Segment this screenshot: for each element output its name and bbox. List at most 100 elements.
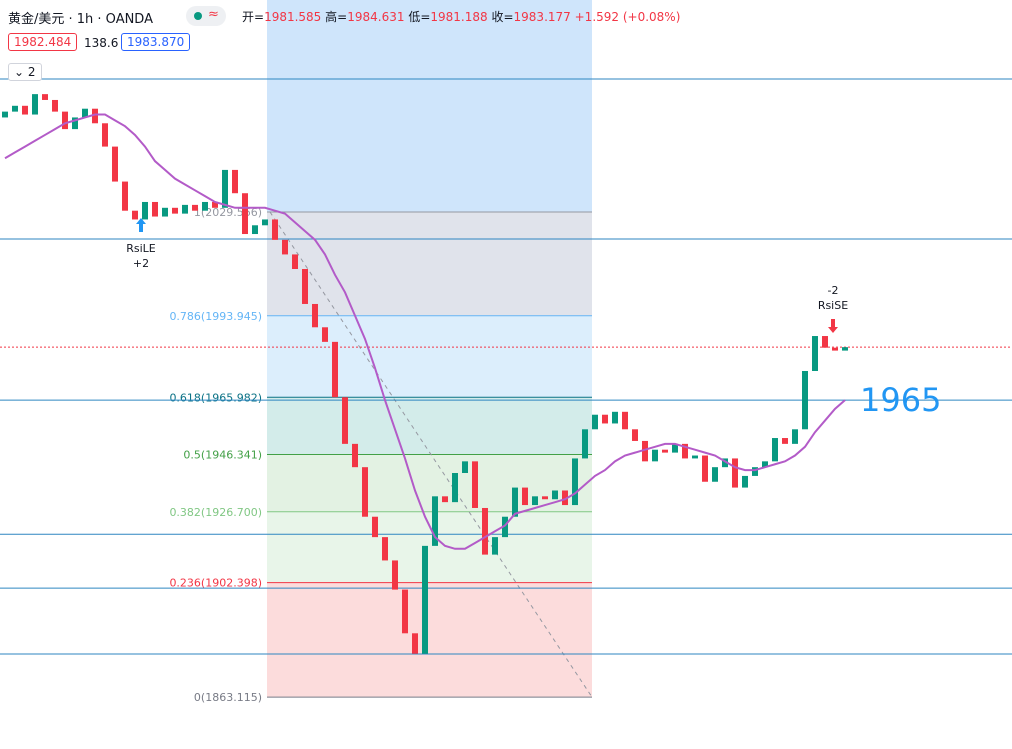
candle [342, 397, 348, 444]
annotation: -2 [828, 284, 839, 297]
spread: 138.6 [84, 36, 119, 50]
ohlc: 开=1981.585 高=1984.631 低=1981.188 收=1983.… [242, 8, 680, 25]
annotation: RsiSE [818, 299, 848, 312]
candle [352, 443, 358, 468]
candle [92, 108, 98, 124]
candle [782, 438, 788, 444]
candle [602, 414, 608, 424]
candle [82, 108, 88, 118]
ma-line [4, 113, 846, 550]
candle [442, 496, 448, 503]
candle [302, 268, 308, 304]
fib-zone [267, 0, 592, 212]
candle [232, 169, 238, 194]
fib-label: 0.786(1993.945) [169, 310, 262, 323]
candle [532, 496, 538, 506]
candle [262, 219, 268, 226]
candle [502, 516, 508, 538]
candle [2, 111, 8, 118]
candle [372, 516, 378, 538]
bid-box[interactable]: 1982.484 [8, 33, 78, 51]
candle [282, 239, 288, 255]
candle [242, 193, 248, 235]
candle [472, 461, 478, 508]
candle [292, 254, 298, 269]
candle [812, 336, 818, 372]
candle [682, 443, 688, 459]
candle [482, 507, 488, 555]
candle [702, 455, 708, 482]
ohlc-label: 低= [408, 10, 431, 24]
candle [52, 99, 58, 112]
candle [642, 440, 648, 462]
candle [272, 219, 278, 240]
candle [732, 458, 738, 488]
fib-label: 0.236(1902.398) [169, 577, 262, 590]
candle [192, 204, 198, 211]
candle [522, 487, 528, 506]
candle [632, 429, 638, 441]
candle [722, 458, 728, 468]
annotation: +2 [133, 257, 149, 270]
ohlc-value: 1981.188 [430, 10, 488, 24]
ohlc-value: 1983.177 [513, 10, 571, 24]
candle [842, 347, 848, 351]
candle [32, 94, 38, 115]
candle [392, 560, 398, 590]
candle [112, 146, 118, 182]
candle [152, 201, 158, 217]
candle [162, 207, 168, 217]
candle [552, 490, 558, 500]
candle [562, 490, 568, 506]
candle [12, 105, 18, 112]
fib-label: 0.5(1946.341) [183, 449, 262, 462]
fib-label: 0.382(1926.700) [169, 506, 262, 519]
fib-label: 0(1863.115) [194, 691, 262, 704]
candle [752, 467, 758, 476]
candle [672, 443, 678, 453]
candle [832, 347, 838, 351]
candle [772, 438, 778, 462]
candle [542, 496, 548, 500]
candle [432, 496, 438, 546]
collapse-button[interactable]: ⌄ 2 [8, 63, 42, 81]
candle [252, 225, 258, 235]
candle [62, 111, 68, 130]
candle [172, 207, 178, 214]
candle [422, 545, 428, 654]
candle [142, 201, 148, 220]
candle [662, 449, 668, 453]
ohlc-value: 1984.631 [347, 10, 405, 24]
candle [712, 467, 718, 482]
candle [42, 94, 48, 100]
collapse-count: 2 [27, 65, 36, 79]
candle [792, 429, 798, 444]
status-pill[interactable]: ≈ [186, 6, 226, 26]
candle [762, 461, 768, 468]
annotation: RsiLE [126, 242, 156, 255]
candle [822, 336, 828, 348]
ohlc-label: 高= [325, 10, 348, 24]
fib-zone [267, 397, 592, 455]
candle [592, 414, 598, 430]
candle [452, 473, 458, 503]
candle [692, 455, 698, 459]
candle [72, 117, 78, 130]
fib-label: 0.618(1965.982) [169, 391, 262, 404]
candle [622, 411, 628, 430]
candle [462, 461, 468, 474]
candle [742, 475, 748, 488]
ohlc-value: 1981.585 [264, 10, 322, 24]
candle [412, 633, 418, 654]
fib-zone [267, 211, 592, 316]
ask-box[interactable]: 1983.870 [121, 33, 191, 51]
candle [802, 371, 808, 430]
candle [652, 449, 658, 462]
candle [182, 204, 188, 214]
symbol: 黄金/美元 · 1h · OANDA [8, 12, 153, 27]
candle [312, 303, 318, 328]
arrow [828, 319, 838, 333]
candle [132, 210, 138, 220]
